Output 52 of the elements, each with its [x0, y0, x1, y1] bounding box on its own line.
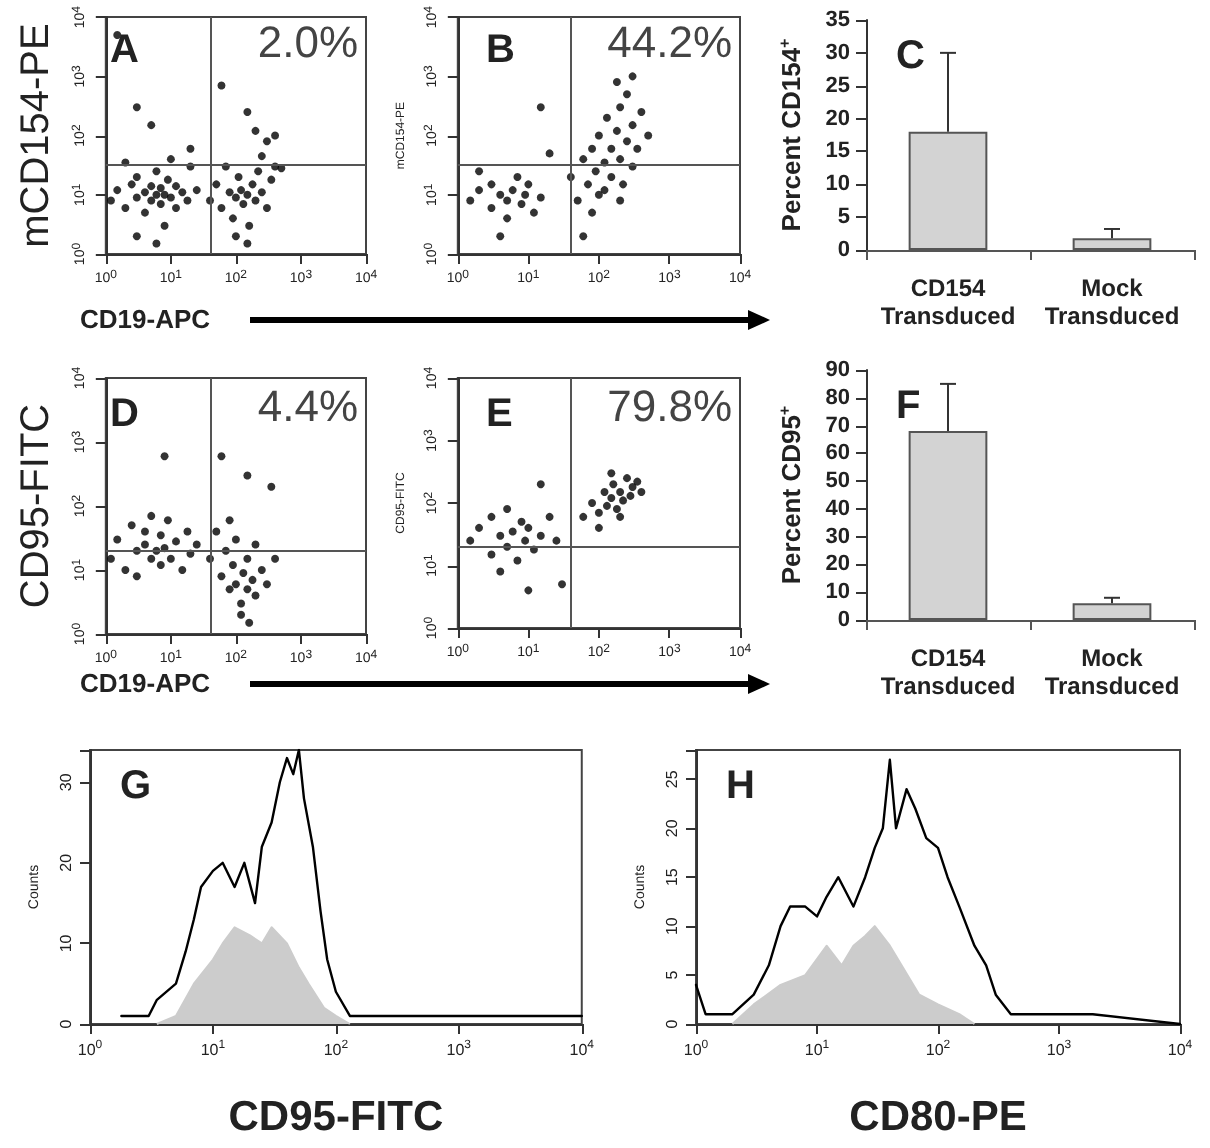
y-tick-label: 30 [825, 40, 850, 65]
chart-title: B [486, 28, 515, 72]
y-tick-label: 25 [825, 73, 850, 98]
annotation: 2.0% [257, 17, 359, 67]
chart-title: G [120, 764, 152, 808]
x-axis-title: CD95-FITC [228, 1094, 444, 1140]
y-tick-label: 70 [825, 413, 850, 438]
y-tick-label: 15 [825, 139, 850, 164]
x-axis-title: CD19-APC [80, 668, 212, 698]
y-tick-label: 30 [825, 524, 850, 549]
annotation: 79.8% [607, 381, 733, 431]
chart-title: C [896, 34, 925, 78]
y-tick-label: 0 [837, 238, 850, 262]
x-tick-label: Mock Transduced [1044, 274, 1180, 330]
y-axis-title: Percent CD154+ [775, 37, 806, 232]
y-tick-label: 30 [57, 772, 75, 792]
y-tick-label: 35 [825, 8, 850, 32]
y-tick-label: 50 [825, 469, 850, 494]
y-axis-title: mCD154-PE [14, 23, 58, 248]
y-tick-label: 40 [825, 496, 850, 521]
x-axis-title: CD80-PE [849, 1094, 1027, 1140]
y-tick-label: 0 [57, 1018, 75, 1029]
y-tick-label: 20 [57, 852, 75, 872]
chart-title: H [726, 764, 755, 808]
y-tick-label: 15 [663, 867, 681, 887]
x-tick-label: CD154 Transduced [880, 274, 1016, 330]
y-tick-label: 0 [663, 1018, 681, 1029]
y-tick-label: 90 [825, 358, 850, 382]
y-axis-title: CD95-FITC [14, 403, 58, 609]
y-tick-label: 60 [825, 441, 850, 466]
y-tick-label: 20 [825, 106, 850, 131]
y-tick-label: 10 [663, 916, 681, 936]
chart-title: D [110, 392, 139, 436]
y-tick-label: 5 [837, 205, 850, 230]
x-tick-label: CD154 Transduced [880, 644, 1016, 700]
y-tick-label: 80 [825, 385, 850, 410]
y-tick-label: 0 [837, 608, 850, 632]
y-tick-label: 10 [825, 172, 850, 197]
x-tick-label: Mock Transduced [1044, 644, 1180, 700]
chart-title: A [110, 28, 139, 72]
annotation: 44.2% [607, 17, 733, 67]
y-tick-label: 10 [57, 933, 75, 953]
y-tick-label: 25 [663, 769, 681, 789]
chart-title: F [896, 384, 921, 428]
y-tick-label: 20 [663, 818, 681, 838]
chart-title: E [486, 392, 513, 436]
x-axis-title: CD19-APC [80, 304, 212, 334]
y-tick-label: 10 [825, 580, 850, 605]
y-tick-label: 5 [663, 969, 681, 980]
annotation: 4.4% [257, 381, 359, 431]
y-tick-label: 20 [825, 552, 850, 577]
y-axis-title: Percent CD95+ [775, 405, 806, 585]
